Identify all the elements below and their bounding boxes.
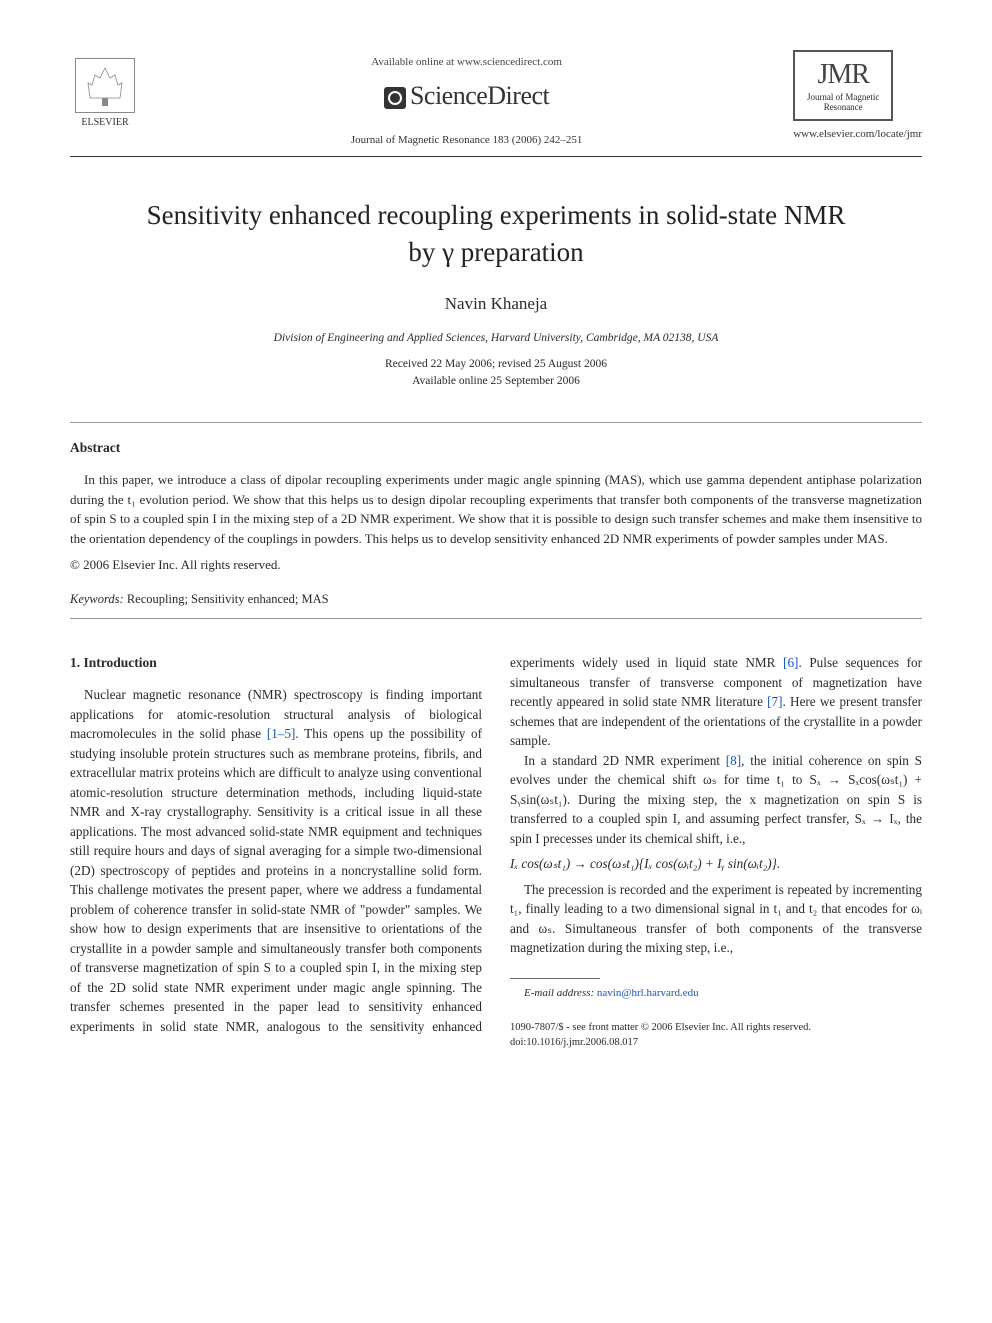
intro-paragraph-2: In a standard 2D NMR experiment [8], the… bbox=[510, 751, 922, 849]
article-title: Sensitivity enhanced recoupling experime… bbox=[70, 197, 922, 270]
keywords-label: Keywords: bbox=[70, 592, 124, 606]
intro-paragraph-3: The precession is recorded and the exper… bbox=[510, 880, 922, 958]
journal-website: www.elsevier.com/locate/jmr bbox=[793, 127, 922, 142]
ref-1-5[interactable]: [1–5] bbox=[267, 726, 296, 741]
equation-1: Iₓ cos(ωₛt₁) → cos(ωₛt₁){Iₓ cos(ωᵢt₂) + … bbox=[510, 854, 922, 874]
email-label: E-mail address: bbox=[524, 987, 594, 999]
author-affiliation: Division of Engineering and Applied Scie… bbox=[70, 330, 922, 346]
elsevier-logo: ELSEVIER bbox=[70, 50, 140, 130]
body-columns: 1. Introduction Nuclear magnetic resonan… bbox=[70, 653, 922, 1051]
jmr-full-name: Journal of Magnetic Resonance bbox=[799, 92, 887, 114]
abstract-bottom-rule bbox=[70, 618, 922, 619]
received-date: Received 22 May 2006; revised 25 August … bbox=[385, 358, 607, 370]
jmr-abbrev: JMR bbox=[799, 58, 887, 92]
jmr-block: JMR Journal of Magnetic Resonance www.el… bbox=[793, 50, 922, 143]
ref-6[interactable]: [6] bbox=[783, 655, 798, 670]
ref-7[interactable]: [7] bbox=[767, 694, 782, 709]
journal-citation: Journal of Magnetic Resonance 183 (2006)… bbox=[140, 133, 793, 148]
abstract-heading: Abstract bbox=[70, 439, 922, 458]
center-header: Available online at www.sciencedirect.co… bbox=[140, 50, 793, 148]
front-matter: 1090-7807/$ - see front matter © 2006 El… bbox=[510, 1021, 922, 1050]
section-1-heading: 1. Introduction bbox=[70, 653, 482, 673]
page-header: ELSEVIER Available online at www.science… bbox=[70, 50, 922, 148]
footnote-rule bbox=[510, 978, 600, 979]
abstract-text: In this paper, we introduce a class of d… bbox=[70, 470, 922, 548]
available-online-text: Available online at www.sciencedirect.co… bbox=[140, 55, 793, 70]
keywords-values: Recoupling; Sensitivity enhanced; MAS bbox=[124, 592, 329, 606]
ref-8[interactable]: [8] bbox=[726, 753, 741, 768]
available-date: Available online 25 September 2006 bbox=[412, 375, 580, 387]
email-address[interactable]: navin@hrl.harvard.edu bbox=[594, 987, 699, 999]
sciencedirect-text: ScienceDirect bbox=[410, 81, 549, 110]
elsevier-label: ELSEVIER bbox=[81, 116, 128, 130]
front-matter-line: 1090-7807/$ - see front matter © 2006 El… bbox=[510, 1021, 922, 1036]
abstract-copyright: © 2006 Elsevier Inc. All rights reserved… bbox=[70, 556, 922, 574]
abstract-top-rule bbox=[70, 422, 922, 423]
doi: doi:10.1016/j.jmr.2006.08.017 bbox=[510, 1036, 922, 1051]
sciencedirect-logo: ScienceDirect bbox=[140, 78, 793, 114]
jmr-logo: JMR Journal of Magnetic Resonance bbox=[793, 50, 893, 121]
title-line-2: by γ preparation bbox=[408, 237, 583, 267]
sciencedirect-icon bbox=[384, 87, 406, 109]
elsevier-tree-icon bbox=[75, 58, 135, 113]
header-rule bbox=[70, 156, 922, 157]
article-dates: Received 22 May 2006; revised 25 August … bbox=[70, 356, 922, 391]
title-line-1: Sensitivity enhanced recoupling experime… bbox=[147, 200, 846, 230]
keywords-line: Keywords: Recoupling; Sensitivity enhanc… bbox=[70, 591, 922, 609]
author-name: Navin Khaneja bbox=[70, 292, 922, 316]
email-footnote: E-mail address: navin@hrl.harvard.edu bbox=[510, 985, 922, 1001]
